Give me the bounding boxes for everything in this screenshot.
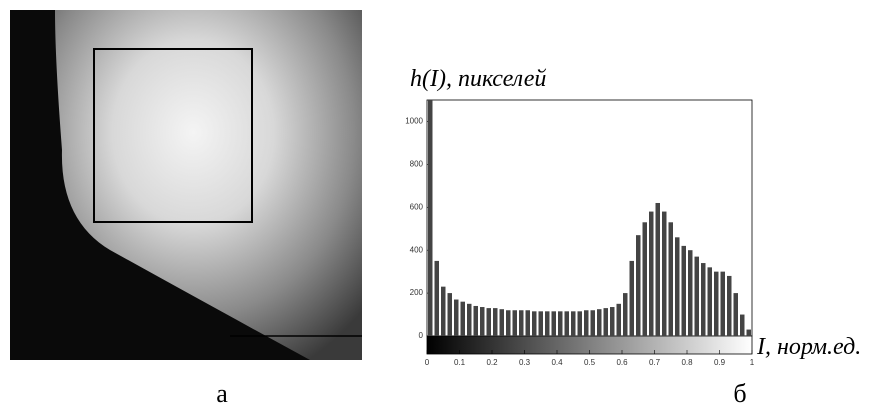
bar [623, 293, 628, 336]
bar [558, 311, 563, 336]
bar [460, 301, 465, 336]
bar [642, 222, 647, 336]
bar [519, 310, 524, 336]
mammogram [10, 10, 362, 360]
x-tick-label: 0.1 [454, 358, 466, 367]
bar [597, 309, 602, 336]
bar [499, 309, 504, 336]
y-tick-label: 800 [410, 159, 424, 168]
bar [486, 308, 491, 336]
y-tick-label: 600 [410, 202, 424, 211]
bar [655, 202, 660, 336]
x-tick-label: 0.6 [616, 358, 628, 367]
bar [662, 211, 667, 336]
x-tick-label: 0.8 [681, 358, 693, 367]
bar [545, 311, 550, 336]
y-axis-label: h(I), пикселей [410, 66, 546, 92]
bar [603, 308, 608, 336]
caption: а [216, 379, 228, 408]
bar [538, 311, 543, 336]
x-tick-label: 1 [750, 358, 755, 367]
y-tick-label: 400 [410, 245, 424, 254]
x-tick-label: 0.7 [649, 358, 661, 367]
y-tick-label: 0 [419, 331, 424, 340]
x-tick-label: 0.3 [519, 358, 531, 367]
bar [525, 310, 530, 336]
bar [551, 311, 556, 336]
bar [564, 311, 569, 336]
bar [441, 286, 446, 336]
bar [506, 310, 511, 336]
bar [688, 250, 693, 336]
bar [616, 303, 621, 336]
bar [434, 260, 439, 336]
bar [467, 303, 472, 336]
bar [701, 263, 706, 336]
bar [649, 211, 654, 336]
bar [714, 271, 719, 336]
bar [590, 310, 595, 336]
bar [740, 314, 745, 336]
bar [493, 308, 498, 336]
x-tick-label: 0.5 [584, 358, 596, 367]
bar [629, 260, 634, 336]
bar [746, 329, 751, 336]
x-tick-label: 0.2 [486, 358, 498, 367]
bar [727, 275, 732, 336]
bar [473, 305, 478, 336]
caption: б [733, 379, 746, 408]
x-tick-label: 0 [425, 358, 430, 367]
bar [675, 237, 680, 336]
y-tick-label: 200 [410, 288, 424, 297]
bar [532, 311, 537, 336]
x-axis-label: I, норм.ед. [756, 334, 861, 360]
bar [584, 310, 589, 336]
bar [636, 235, 641, 336]
y-tick-label: 1000 [405, 117, 423, 126]
bar [447, 293, 452, 336]
bar [512, 310, 517, 336]
bar [694, 256, 699, 336]
bar [707, 267, 712, 336]
bar [428, 100, 433, 336]
bar [720, 271, 725, 336]
bar [668, 222, 673, 336]
bar [571, 311, 576, 336]
bar [610, 307, 615, 336]
x-tick-label: 0.9 [714, 358, 726, 367]
bar [733, 293, 738, 336]
bar [480, 307, 485, 336]
bar [681, 245, 686, 336]
bar [577, 311, 582, 336]
x-tick-label: 0.4 [551, 358, 563, 367]
bar [454, 299, 459, 336]
